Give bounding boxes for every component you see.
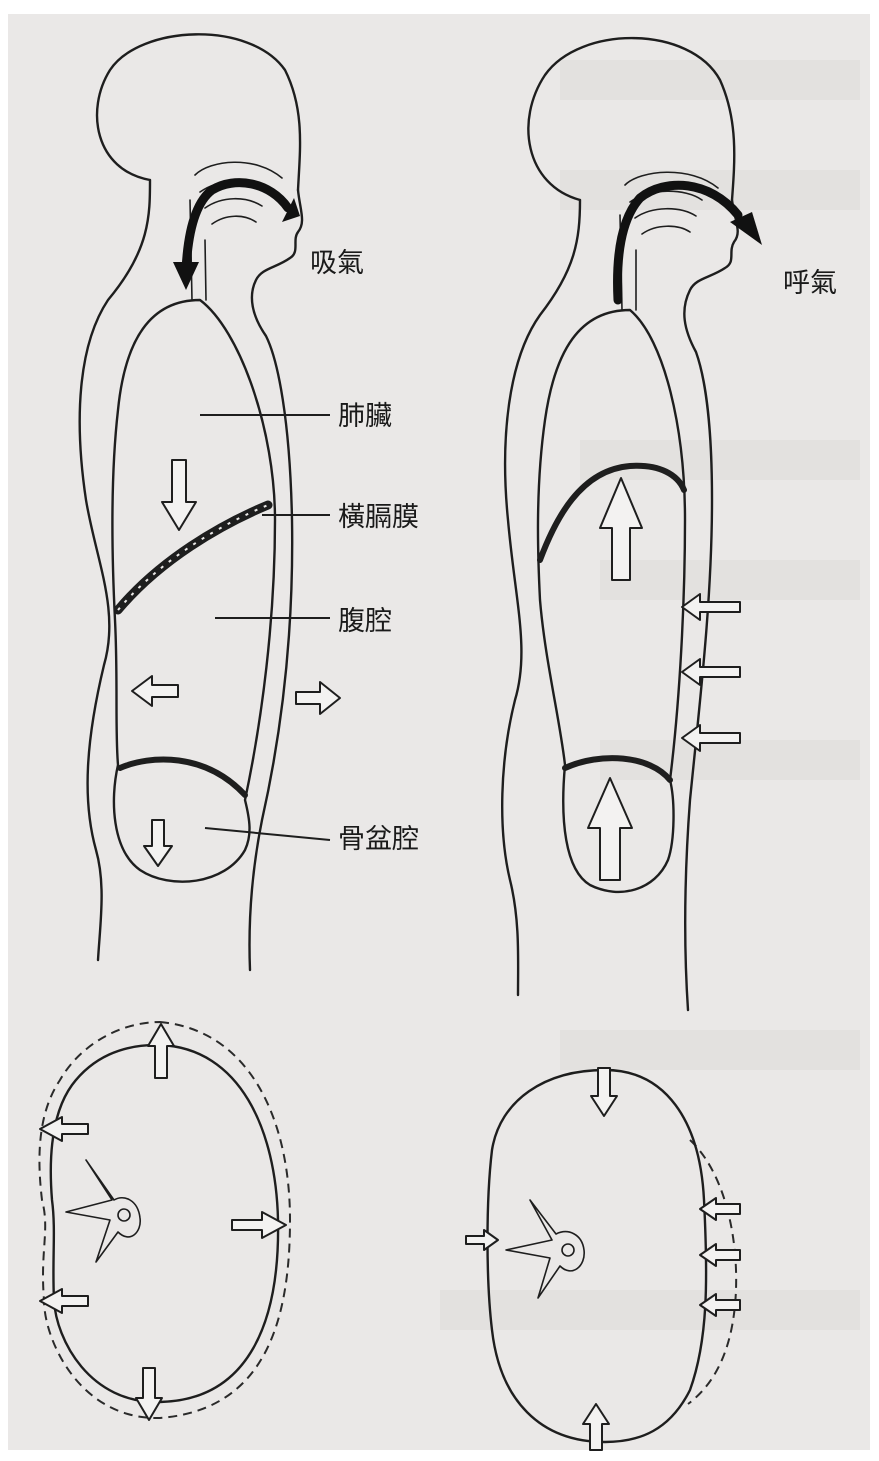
exhale-back-outline xyxy=(501,36,736,997)
exhale-airflow-head xyxy=(730,212,762,245)
exhale-pelvic-floor xyxy=(562,755,673,783)
lungs-label: 肺臟 xyxy=(338,401,392,432)
inhale-section-left-arrow-1 xyxy=(39,1116,89,1142)
bleed-through-text xyxy=(440,60,860,1330)
inhale-body-outline xyxy=(49,1043,280,1404)
inhale-vertebra xyxy=(65,1159,141,1263)
exhale-vertebra xyxy=(505,1199,585,1299)
exhale-section-left-arrow-1 xyxy=(699,1197,741,1221)
exhale-abdomen-in-arrow-3 xyxy=(681,724,741,752)
exhale-airflow-arrow xyxy=(613,180,743,305)
inhale-trunk-outline xyxy=(111,298,277,883)
exhale-body-outline xyxy=(486,1068,708,1444)
exhale-section-down-arrow xyxy=(590,1067,618,1117)
exhale-pelvis-up-arrow xyxy=(587,777,633,881)
inhale-expanded-outline xyxy=(38,1020,292,1420)
exhale-abdomen-in-arrow-2 xyxy=(681,658,741,686)
inhale-pelvic-floor xyxy=(117,756,248,798)
inhale-diaphragm xyxy=(113,500,273,615)
inhale-section-right-arrow xyxy=(231,1211,287,1239)
exhale-label: 呼氣 xyxy=(783,268,837,299)
inhale-label: 吸氣 xyxy=(310,248,364,279)
exhale-airway xyxy=(619,171,719,311)
inhale-labels: 吸氣 肺臟 橫膈膜 腹腔 骨盆腔 xyxy=(200,248,419,855)
exhale-section-left-arrow-3 xyxy=(699,1293,741,1317)
inhale-section-left-arrow-2 xyxy=(39,1288,89,1314)
exhale-cross-section xyxy=(465,1067,741,1451)
inhale-diaphragm-down-arrow xyxy=(161,459,197,531)
abdominal-cavity-label: 腹腔 xyxy=(338,606,392,637)
inhale-abdomen-out-arrow-left xyxy=(131,675,179,707)
exhale-diaphragm-up-arrow xyxy=(599,477,643,581)
exhale-trunk-outline xyxy=(536,308,687,893)
exhale-figure xyxy=(501,36,762,1012)
exhale-abdomen-in-arrow-1 xyxy=(681,593,741,621)
exhale-diaphragm xyxy=(537,462,687,563)
inhale-figure xyxy=(78,33,341,972)
inhale-pelvis-down-arrow xyxy=(143,819,173,867)
exhale-face-outline xyxy=(683,198,739,1012)
inhale-face-outline xyxy=(248,188,304,972)
inhale-cross-section xyxy=(38,1020,292,1421)
pelvic-cavity-label: 骨盆腔 xyxy=(338,824,419,855)
diaphragm-label: 橫膈膜 xyxy=(338,502,419,533)
exhale-section-up-arrow xyxy=(582,1403,610,1451)
inhale-back-outline xyxy=(78,33,302,962)
inhale-airflow-arrow xyxy=(181,178,293,275)
inhale-section-down-arrow xyxy=(135,1367,163,1421)
inhale-abdomen-out-arrow-right xyxy=(295,681,341,715)
exhale-section-right-arrow xyxy=(465,1229,499,1251)
inhale-airflow-head xyxy=(173,262,199,290)
exhale-section-left-arrow-2 xyxy=(699,1243,741,1267)
inhale-section-up-arrow xyxy=(147,1023,175,1079)
